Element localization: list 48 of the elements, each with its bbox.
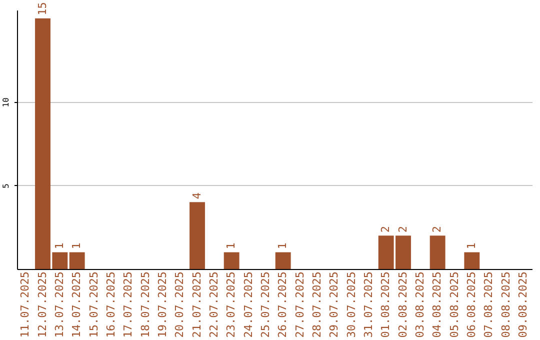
x-tick-label: 04.08.2025 <box>430 272 444 338</box>
x-tick-label: 03.08.2025 <box>413 272 426 338</box>
x-tick-label: 01.08.2025 <box>379 272 392 338</box>
x-tick-label: 02.08.2025 <box>396 272 410 338</box>
x-tick-label: 08.08.2025 <box>499 272 512 338</box>
y-tick-label: 5 <box>2 183 10 188</box>
x-tick-label: 18.07.2025 <box>138 272 152 338</box>
x-tick-label: 24.07.2025 <box>242 272 255 338</box>
x-tick-label: 31.07.2025 <box>362 272 375 338</box>
bar <box>464 252 480 269</box>
bar <box>190 202 205 269</box>
x-tick-label: 30.07.2025 <box>344 272 358 338</box>
x-tick-label: 20.07.2025 <box>173 272 186 338</box>
y-tick-label: 10 <box>2 97 10 108</box>
x-tick-label: 23.07.2025 <box>224 272 238 338</box>
x-tick-label: 26.07.2025 <box>276 272 290 338</box>
x-tick-label: 16.07.2025 <box>104 272 118 338</box>
data-label: 1 <box>464 242 478 250</box>
data-label: 2 <box>396 226 410 233</box>
data-label: 4 <box>190 192 204 200</box>
x-tick-label: 06.08.2025 <box>464 272 478 338</box>
x-tick-label: 11.07.2025 <box>18 272 32 338</box>
data-label: 2 <box>379 226 392 233</box>
data-label: 2 <box>430 226 444 233</box>
bar <box>224 252 240 269</box>
data-label: 1 <box>276 242 290 250</box>
x-tick-label: 29.07.2025 <box>328 272 341 338</box>
x-tick-label: 25.07.2025 <box>258 272 272 338</box>
x-tick-label: 15.07.2025 <box>87 272 100 338</box>
x-tick-label: 19.07.2025 <box>156 272 169 338</box>
data-label: 1 <box>52 242 66 250</box>
x-tick-label: 14.07.2025 <box>70 272 84 338</box>
bar <box>275 252 291 269</box>
x-tick-label: 09.08.2025 <box>516 272 530 338</box>
x-tick-label: 27.07.2025 <box>293 272 306 338</box>
x-tick-label: 12.07.2025 <box>36 272 49 338</box>
data-label: 1 <box>224 242 238 250</box>
x-tick-label: 17.07.2025 <box>122 272 135 338</box>
data-label: 1 <box>70 242 84 250</box>
bar <box>430 236 446 269</box>
bar <box>69 252 85 269</box>
x-tick-label: 28.07.2025 <box>310 272 324 338</box>
x-tick-label: 13.07.2025 <box>52 272 66 338</box>
x-tick-label: 05.08.2025 <box>448 272 461 338</box>
x-tick-label: 22.07.2025 <box>207 272 220 338</box>
x-tick-label: 07.08.2025 <box>482 272 496 338</box>
x-tick-label: 21.07.2025 <box>190 272 204 338</box>
data-label: 15 <box>36 2 49 16</box>
